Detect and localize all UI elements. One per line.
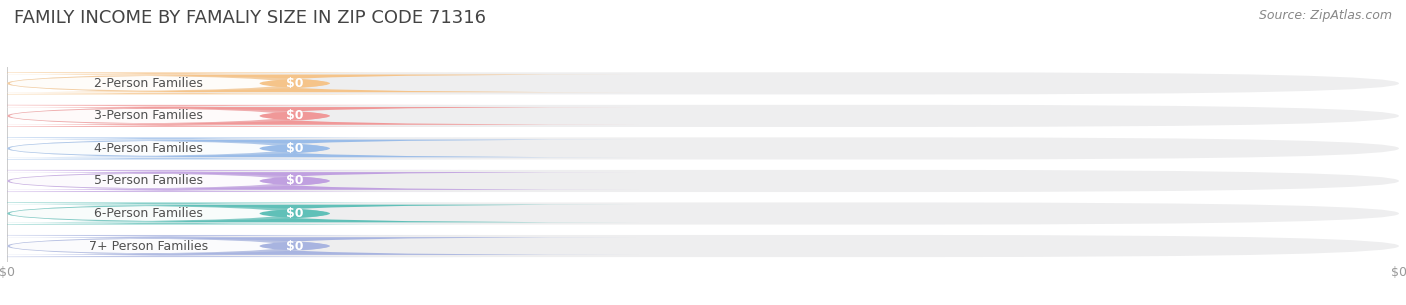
FancyBboxPatch shape — [0, 205, 638, 222]
FancyBboxPatch shape — [0, 237, 388, 255]
Text: 7+ Person Families: 7+ Person Families — [89, 239, 208, 253]
Text: $0: $0 — [285, 239, 304, 253]
Text: 2-Person Families: 2-Person Families — [94, 77, 204, 90]
Text: Source: ZipAtlas.com: Source: ZipAtlas.com — [1258, 9, 1392, 22]
FancyBboxPatch shape — [0, 105, 481, 127]
FancyBboxPatch shape — [0, 140, 388, 157]
FancyBboxPatch shape — [0, 137, 481, 160]
Text: $0: $0 — [285, 207, 304, 220]
FancyBboxPatch shape — [0, 107, 638, 125]
FancyBboxPatch shape — [0, 172, 638, 190]
Text: 6-Person Families: 6-Person Families — [94, 207, 204, 220]
Text: $0: $0 — [285, 77, 304, 90]
FancyBboxPatch shape — [0, 72, 481, 95]
FancyBboxPatch shape — [7, 72, 1399, 95]
FancyBboxPatch shape — [7, 137, 1399, 160]
FancyBboxPatch shape — [0, 140, 638, 157]
FancyBboxPatch shape — [0, 74, 638, 92]
FancyBboxPatch shape — [7, 170, 1399, 192]
FancyBboxPatch shape — [0, 74, 388, 92]
FancyBboxPatch shape — [7, 105, 1399, 127]
FancyBboxPatch shape — [0, 170, 481, 192]
Text: 4-Person Families: 4-Person Families — [94, 142, 204, 155]
Text: $0: $0 — [285, 109, 304, 122]
FancyBboxPatch shape — [0, 205, 388, 222]
Text: FAMILY INCOME BY FAMALIY SIZE IN ZIP CODE 71316: FAMILY INCOME BY FAMALIY SIZE IN ZIP COD… — [14, 9, 486, 27]
FancyBboxPatch shape — [0, 237, 638, 255]
Text: $0: $0 — [285, 174, 304, 188]
Text: 5-Person Families: 5-Person Families — [94, 174, 204, 188]
FancyBboxPatch shape — [0, 235, 481, 257]
FancyBboxPatch shape — [0, 203, 481, 224]
FancyBboxPatch shape — [0, 172, 388, 190]
FancyBboxPatch shape — [0, 107, 388, 125]
FancyBboxPatch shape — [7, 235, 1399, 257]
Text: $0: $0 — [285, 142, 304, 155]
FancyBboxPatch shape — [7, 203, 1399, 224]
Text: 3-Person Families: 3-Person Families — [94, 109, 204, 122]
